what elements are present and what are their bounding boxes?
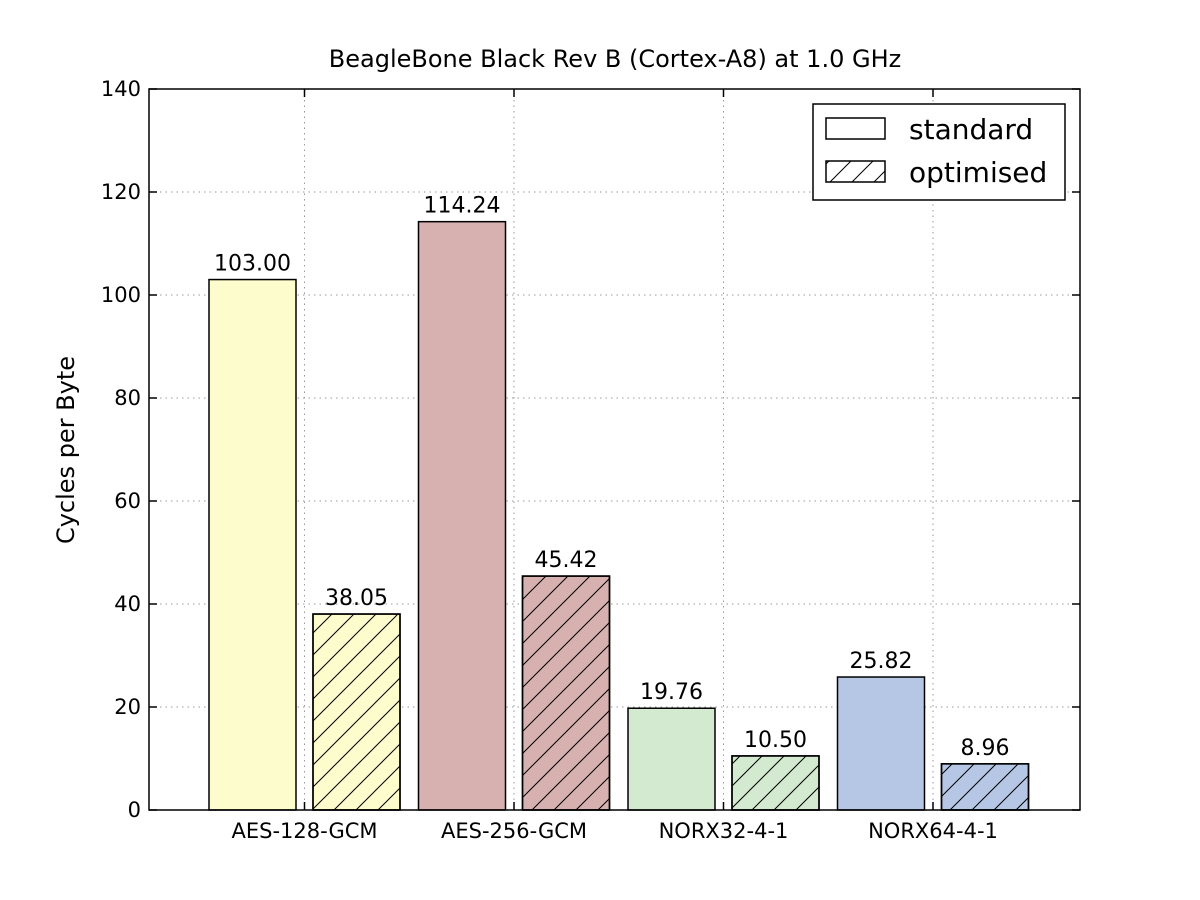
bar-standard [417,220,507,811]
bar-hatch-optimised [731,755,820,811]
x-tick-label: AES-128-GCM [231,819,377,843]
bar-value-label: 45.42 [535,548,598,573]
bar-value-label: 38.05 [325,586,388,611]
y-tick-label: 80 [114,386,141,410]
y-tick-label: 40 [114,592,141,616]
bar-value-label: 10.50 [744,728,807,753]
data-labels: 103.00 38.05 114.24 45.42 19.76 10.50 25.82 8.9… [214,194,1009,761]
y-tick-label: 120 [101,180,141,204]
y-tick-label: 0 [128,798,141,822]
x-tick-label: NORX32-4-1 [659,819,789,843]
y-tick-label: 100 [101,283,141,307]
legend-swatch-standard [825,117,886,140]
bar-value-label: 25.82 [850,649,913,674]
y-tick-label: 60 [114,489,141,513]
bar-hatch-optimised [521,575,611,811]
legend: standard optimised [812,103,1066,201]
chart-title: BeagleBone Black Rev B (Cortex-A8) at 1.… [329,45,901,73]
bar-standard [208,278,297,811]
y-tick-label: 20 [114,695,141,719]
x-axis-ticks: AES-128-GCM AES-256-GCM NORX32-4-1 NORX64-4… [231,89,998,843]
y-tick-label: 140 [101,77,141,101]
bars [208,220,1030,811]
bar-value-label: 114.24 [424,194,501,219]
bar-standard [627,707,716,811]
bar-standard [836,676,926,811]
x-tick-label: AES-256-GCM [441,819,587,843]
legend-label-optimised: optimised [909,156,1047,189]
plot-area [148,88,1081,811]
y-axis-label: Cycles per Byte [52,356,80,544]
legend-label-standard: standard [909,113,1033,146]
legend-swatch-optimised [825,160,886,183]
bar-value-label: 8.96 [961,736,1010,761]
x-tick-label: NORX64-4-1 [868,819,998,843]
bar-hatch-optimised [940,763,1030,811]
bar-hatch-optimised [312,613,401,811]
y-axis-ticks: 0 20 40 60 80 100 120 140 [101,77,1080,822]
bar-value-label: 19.76 [640,680,703,705]
bar-value-label: 103.00 [214,252,291,277]
